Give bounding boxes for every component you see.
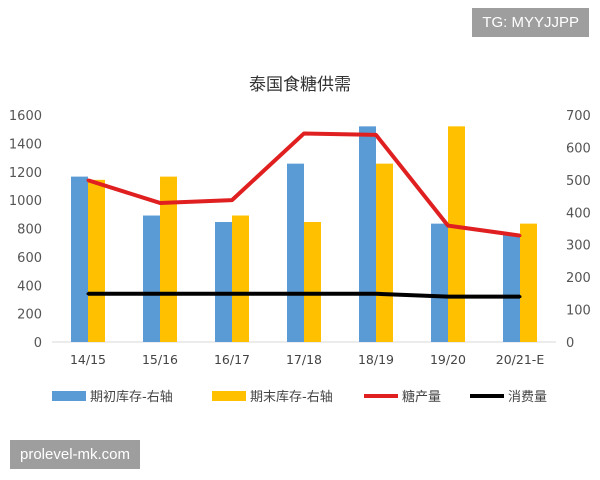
- line-point: [302, 292, 306, 296]
- line-point: [374, 133, 378, 137]
- line-point: [86, 178, 90, 182]
- right-tick-label: 700: [566, 109, 591, 124]
- legend-label: 期末库存-右轴: [250, 389, 333, 405]
- bar-opening-stock: [215, 222, 232, 342]
- bar-closing-stock: [448, 126, 465, 342]
- left-tick-label: 200: [17, 308, 42, 323]
- x-tick-label: 19/20: [430, 352, 466, 367]
- bar-closing-stock: [376, 163, 393, 342]
- bar-closing-stock: [160, 176, 177, 342]
- chart-title: 泰国食糖供需: [249, 75, 351, 95]
- left-tick-label: 1400: [9, 137, 42, 152]
- legend-label: 期初库存-右轴: [90, 389, 173, 405]
- line-point: [374, 292, 378, 296]
- bar-opening-stock: [287, 163, 304, 342]
- bar-closing-stock: [304, 222, 321, 342]
- watermark-top: TG: MYYJJPP: [472, 8, 589, 37]
- legend-swatch: [212, 391, 246, 401]
- line-point: [230, 198, 234, 202]
- left-tick-label: 1000: [9, 194, 42, 209]
- bar-opening-stock: [359, 126, 376, 342]
- line-point: [518, 295, 522, 299]
- right-tick-label: 400: [566, 206, 591, 221]
- bar-closing-stock: [520, 223, 537, 342]
- right-tick-label: 200: [566, 271, 591, 286]
- line-point: [230, 292, 234, 296]
- watermark-bottom: prolevel-mk.com: [10, 440, 141, 469]
- x-tick-label: 20/21-E: [496, 352, 545, 367]
- bar-closing-stock: [232, 215, 249, 342]
- bar-opening-stock: [431, 223, 448, 342]
- legend-label: 糖产量: [402, 389, 441, 405]
- line-point: [446, 295, 450, 299]
- left-tick-label: 400: [17, 279, 42, 294]
- left-tick-label: 600: [17, 251, 42, 266]
- right-tick-label: 100: [566, 304, 591, 319]
- right-tick-label: 300: [566, 239, 591, 254]
- x-tick-label: 15/16: [142, 352, 178, 367]
- left-tick-label: 1600: [9, 109, 42, 124]
- line-point: [158, 292, 162, 296]
- left-tick-label: 0: [34, 336, 42, 351]
- line-point: [518, 234, 522, 238]
- line-point: [302, 131, 306, 135]
- x-tick-label: 18/19: [358, 352, 394, 367]
- line-point: [158, 201, 162, 205]
- bar-opening-stock: [143, 215, 160, 342]
- left-tick-label: 800: [17, 223, 42, 238]
- x-tick-label: 17/18: [286, 352, 322, 367]
- right-tick-label: 600: [566, 141, 591, 156]
- bar-opening-stock: [71, 176, 88, 342]
- right-tick-label: 0: [566, 336, 574, 351]
- left-tick-label: 1200: [9, 166, 42, 181]
- legend-swatch: [52, 391, 86, 401]
- bar-opening-stock: [503, 234, 520, 342]
- x-tick-label: 16/17: [214, 352, 250, 367]
- right-tick-label: 500: [566, 174, 591, 189]
- x-tick-label: 14/15: [70, 352, 106, 367]
- line-point: [446, 224, 450, 228]
- legend-label: 消费量: [508, 390, 547, 405]
- bar-closing-stock: [88, 179, 105, 342]
- line-point: [86, 292, 90, 296]
